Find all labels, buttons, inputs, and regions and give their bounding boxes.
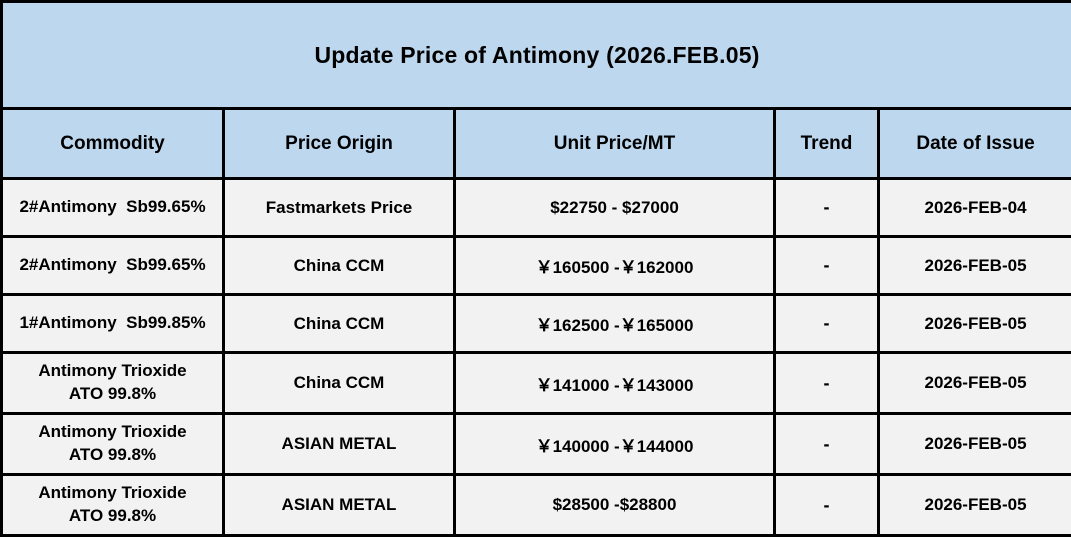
origin-cell: China CCM [222, 235, 456, 296]
table-row: 2#Antimony Sb99.65% China CCM ￥160500 -￥16… [0, 235, 1071, 296]
col-header-date-of-issue: Date of Issue [876, 107, 1071, 180]
origin-cell: ASIAN METAL [222, 473, 456, 537]
date-cell: 2026-FEB-05 [876, 293, 1071, 354]
origin-cell: China CCM [222, 351, 456, 415]
date-cell: 2026-FEB-04 [876, 177, 1071, 238]
title-row: Update Price of Antimony (2026.FEB.05) [0, 0, 1071, 110]
col-header-unit-price: Unit Price/MT [453, 107, 776, 180]
commodity-cell: Antimony Trioxide ATO 99.8% [0, 473, 225, 537]
column-header-row: Commodity Price Origin Unit Price/MT Tre… [0, 107, 1071, 180]
table-row: Antimony Trioxide ATO 99.8% ASIAN METAL ￥1… [0, 412, 1071, 476]
trend-cell: - [773, 412, 880, 476]
trend-cell: - [773, 293, 880, 354]
table-row: Antimony Trioxide ATO 99.8% China CCM ￥141… [0, 351, 1071, 415]
origin-cell: China CCM [222, 293, 456, 354]
table-row: 2#Antimony Sb99.65% Fastmarkets Price $227… [0, 177, 1071, 238]
col-header-commodity: Commodity [0, 107, 225, 180]
trend-cell: - [773, 473, 880, 537]
commodity-cell: Antimony Trioxide ATO 99.8% [0, 412, 225, 476]
commodity-cell: 1#Antimony Sb99.85% [0, 293, 225, 354]
price-cell: $28500 -$28800 [453, 473, 776, 537]
commodity-cell: Antimony Trioxide ATO 99.8% [0, 351, 225, 415]
commodity-cell: 2#Antimony Sb99.65% [0, 177, 225, 238]
trend-cell: - [773, 351, 880, 415]
price-cell: ￥160500 -￥162000 [453, 235, 776, 296]
origin-cell: ASIAN METAL [222, 412, 456, 476]
price-cell: ￥141000 -￥143000 [453, 351, 776, 415]
price-cell: $22750 - $27000 [453, 177, 776, 238]
page-title: Update Price of Antimony (2026.FEB.05) [0, 0, 1071, 110]
price-cell: ￥140000 -￥144000 [453, 412, 776, 476]
date-cell: 2026-FEB-05 [876, 235, 1071, 296]
col-header-price-origin: Price Origin [222, 107, 456, 180]
price-table-body: 2#Antimony Sb99.65% Fastmarkets Price $227… [0, 177, 1071, 537]
trend-cell: - [773, 177, 880, 238]
table-row: Antimony Trioxide ATO 99.8% ASIAN METAL $2… [0, 473, 1071, 537]
price-cell: ￥162500 -￥165000 [453, 293, 776, 354]
date-cell: 2026-FEB-05 [876, 473, 1071, 537]
table-row: 1#Antimony Sb99.85% China CCM ￥162500 -￥16… [0, 293, 1071, 354]
date-cell: 2026-FEB-05 [876, 351, 1071, 415]
col-header-trend: Trend [773, 107, 880, 180]
trend-cell: - [773, 235, 880, 296]
commodity-cell: 2#Antimony Sb99.65% [0, 235, 225, 296]
date-cell: 2026-FEB-05 [876, 412, 1071, 476]
origin-cell: Fastmarkets Price [222, 177, 456, 238]
